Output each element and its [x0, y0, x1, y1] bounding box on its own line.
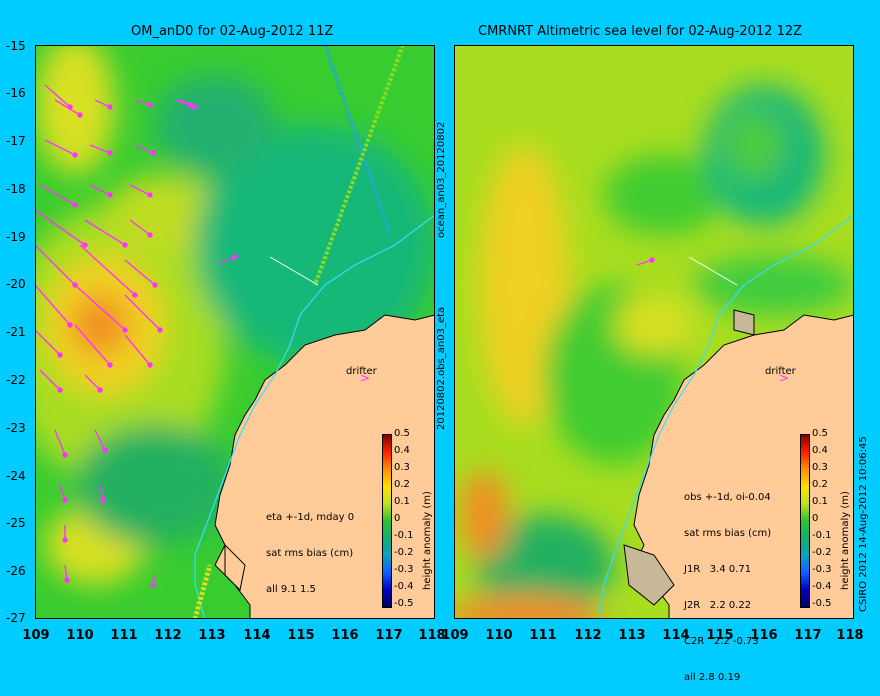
colorbar-label-left: height anomaly (m): [422, 491, 433, 590]
y-tick: -21: [6, 325, 26, 339]
colorbar-tick: 0.3: [394, 462, 410, 473]
x-tick: 116: [331, 628, 359, 643]
info-line: J2R 2.2 0.22: [684, 600, 752, 611]
colorbar-tick: 0.2: [812, 479, 828, 490]
colorbar-tick: -0.2: [394, 547, 414, 558]
info-line: J1R 3.4 0.71: [684, 564, 752, 575]
y-tick: -24: [6, 469, 26, 483]
colorbar-tick: 0.1: [394, 496, 410, 507]
x-tick: 109: [22, 628, 50, 643]
y-tick: -22: [6, 373, 26, 387]
y-tick: -20: [6, 277, 26, 291]
right-info-text: obs +-1d, oi-0.04 sat rms bias (cm) J1R …: [684, 468, 771, 696]
x-tick: 113: [198, 628, 226, 643]
colorbar-tick: 0: [394, 513, 401, 524]
colorbar-tick: 0.5: [812, 428, 828, 439]
y-tick: -15: [6, 39, 26, 53]
y-tick: -19: [6, 230, 26, 244]
x-tick: 110: [66, 628, 94, 643]
x-tick: 116: [750, 628, 778, 643]
x-tick: 111: [529, 628, 557, 643]
x-tick: 111: [110, 628, 138, 643]
drifter-label-right: drifter: [765, 366, 796, 377]
colorbar-tick: -0.2: [812, 547, 832, 558]
colorbar-tick: -0.3: [394, 564, 414, 575]
colorbar-tick: -0.4: [394, 581, 414, 592]
colorbar-tick: -0.5: [812, 598, 832, 609]
y-tick: -16: [6, 86, 26, 100]
x-tick: 110: [485, 628, 513, 643]
info-line: all 2.8 0.19: [684, 672, 741, 683]
info-line: sat rms bias (cm): [266, 548, 354, 559]
y-tick: -23: [6, 421, 26, 435]
x-tick: 115: [706, 628, 734, 643]
side-text-top: ocean_an03_20120802: [436, 121, 447, 238]
colorbar-tick: 0.4: [812, 445, 828, 456]
y-tick: -25: [6, 516, 26, 530]
colorbar-left: [382, 434, 392, 608]
x-tick: 117: [375, 628, 403, 643]
colorbar-tick: -0.1: [394, 530, 414, 541]
x-tick: 114: [243, 628, 271, 643]
credit-text: CSIRO 2012 14-Aug-2012 10:06:45: [858, 436, 869, 612]
drifter-label-left: drifter: [346, 366, 377, 377]
colorbar-tick: 0.4: [394, 445, 410, 456]
side-text-bottom: 20120802.obs_an03_eta: [436, 306, 447, 430]
info-line: C2R 2.2 -0.73: [684, 636, 759, 647]
info-line: all 9.1 1.5: [266, 584, 316, 595]
colorbar-tick: 0.2: [394, 479, 410, 490]
left-panel-title: OM_anD0 for 02-Aug-2012 11Z: [131, 24, 334, 39]
colorbar-tick: 0: [812, 513, 819, 524]
colorbar-label-right: height anomaly (m): [840, 491, 851, 590]
x-tick: 113: [618, 628, 646, 643]
info-line: obs +-1d, oi-0.04: [684, 492, 771, 503]
x-tick: 115: [287, 628, 315, 643]
x-tick: 109: [441, 628, 469, 643]
y-tick: -17: [6, 134, 26, 148]
x-tick: 117: [794, 628, 822, 643]
colorbar-tick: -0.3: [812, 564, 832, 575]
colorbar-tick: -0.4: [812, 581, 832, 592]
colorbar-tick: 0.3: [812, 462, 828, 473]
svg-text:>: >: [779, 371, 789, 385]
colorbar-tick: -0.5: [394, 598, 414, 609]
colorbar-tick: 0.1: [812, 496, 828, 507]
colorbar-right: [800, 434, 810, 608]
right-map: >: [454, 45, 854, 619]
x-tick: 112: [154, 628, 182, 643]
y-tick: -18: [6, 182, 26, 196]
x-tick: 118: [418, 628, 446, 643]
left-info-text: eta +-1d, mday 0 sat rms bias (cm) all 9…: [266, 488, 354, 608]
land-mass: [214, 314, 435, 619]
x-tick: 112: [574, 628, 602, 643]
info-line: eta +-1d, mday 0: [266, 512, 355, 523]
svg-text:>: >: [360, 371, 370, 385]
x-tick: 118: [836, 628, 864, 643]
colorbar-tick: -0.1: [812, 530, 832, 541]
y-tick: -27: [6, 611, 26, 625]
x-tick: 114: [662, 628, 690, 643]
colorbar-tick: 0.5: [394, 428, 410, 439]
left-map: >: [35, 45, 435, 619]
y-tick: -26: [6, 564, 26, 578]
info-line: sat rms bias (cm): [684, 528, 772, 539]
right-panel-title: CMRNRT Altimetric sea level for 02-Aug-2…: [478, 24, 803, 39]
